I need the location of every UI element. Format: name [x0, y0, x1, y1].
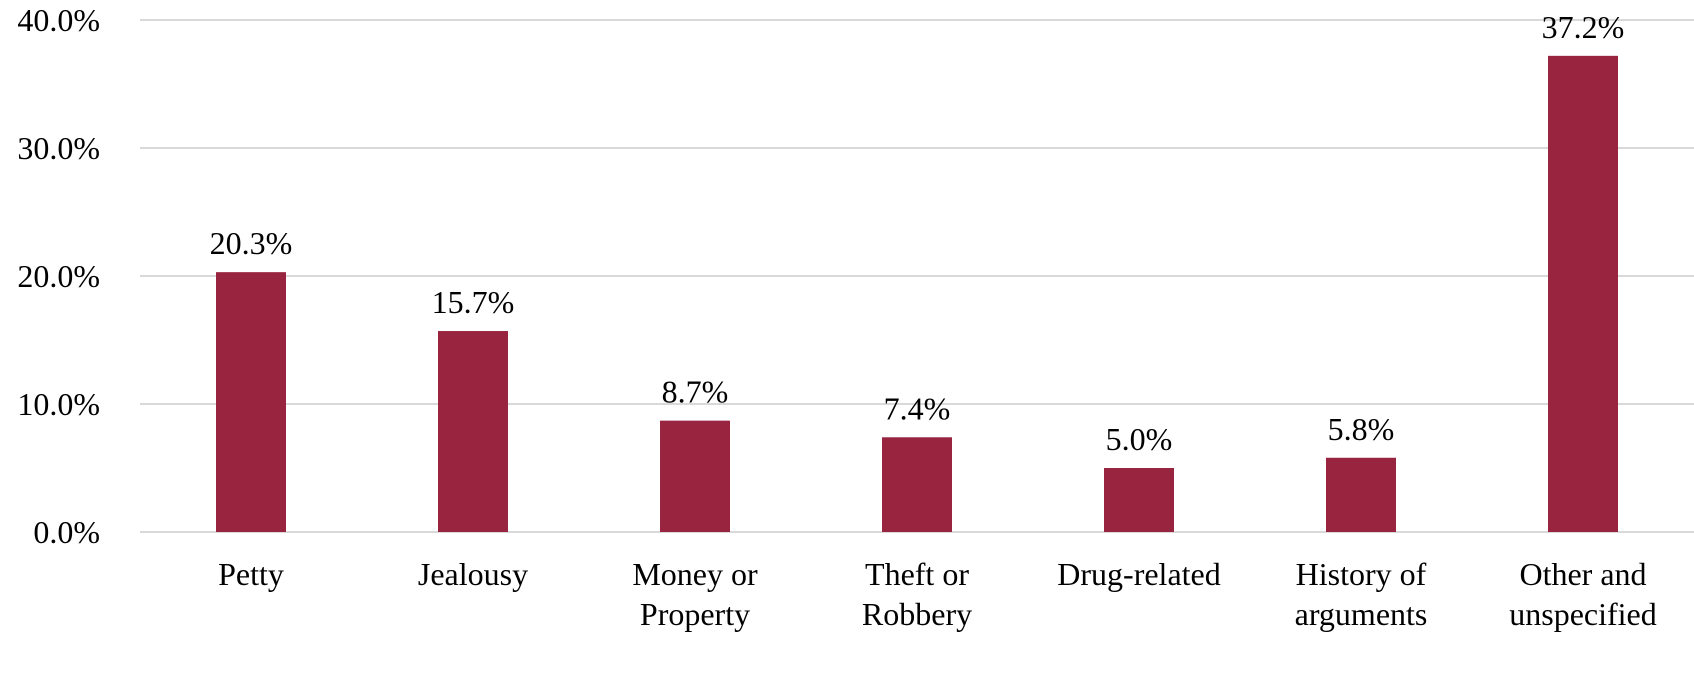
y-tick-label: 40.0% — [17, 2, 100, 38]
bar — [438, 331, 508, 532]
x-category-label: Theft or Robbery — [862, 556, 972, 632]
bar — [1104, 468, 1174, 532]
x-category-label: Other and unspecified — [1509, 556, 1657, 632]
x-category-label-line: Robbery — [862, 596, 972, 632]
x-category-label-line: Petty — [218, 556, 284, 592]
bar — [1326, 457, 1396, 532]
data-labels: 20.3% 15.7% 8.7% 7.4% 5.0% 5.8% 37.2% — [210, 9, 1625, 457]
y-axis-ticks: 0.0% 10.0% 20.0% 30.0% 40.0% — [17, 2, 100, 550]
x-category-label-line: Theft or — [865, 556, 969, 592]
x-category-label: Drug-related — [1057, 556, 1220, 592]
x-category-label-line: Other and — [1519, 556, 1646, 592]
data-label: 8.7% — [662, 374, 729, 410]
x-category-label-line: Jealousy — [418, 556, 528, 592]
bar — [216, 272, 286, 532]
y-tick-label: 20.0% — [17, 258, 100, 294]
x-category-label-line: History of — [1296, 556, 1427, 592]
y-tick-label: 10.0% — [17, 386, 100, 422]
bar — [882, 437, 952, 532]
bars — [216, 55, 1618, 533]
x-category-label-line: unspecified — [1509, 596, 1657, 632]
x-category-label: History of arguments — [1295, 556, 1428, 632]
x-category-label-line: Money or — [632, 556, 758, 592]
data-label: 7.4% — [884, 390, 951, 426]
gridlines — [140, 19, 1694, 533]
data-label: 37.2% — [1542, 9, 1625, 45]
data-label: 20.3% — [210, 225, 293, 261]
x-category-label-line: Drug-related — [1057, 556, 1220, 592]
x-axis-categories: Petty Jealousy Money or Property Theft or Rob… — [218, 556, 1657, 632]
x-category-label-line: arguments — [1295, 596, 1428, 632]
y-tick-label: 30.0% — [17, 130, 100, 166]
data-label: 5.8% — [1328, 411, 1395, 447]
x-category-label: Jealousy — [418, 556, 528, 592]
data-label: 15.7% — [432, 284, 515, 320]
bar — [660, 420, 730, 532]
bar — [1548, 55, 1618, 533]
data-label: 5.0% — [1106, 421, 1173, 457]
x-category-label: Money or Property — [632, 556, 758, 632]
x-category-label-line: Property — [640, 596, 750, 632]
x-category-label: Petty — [218, 556, 284, 592]
y-tick-label: 0.0% — [33, 514, 100, 550]
